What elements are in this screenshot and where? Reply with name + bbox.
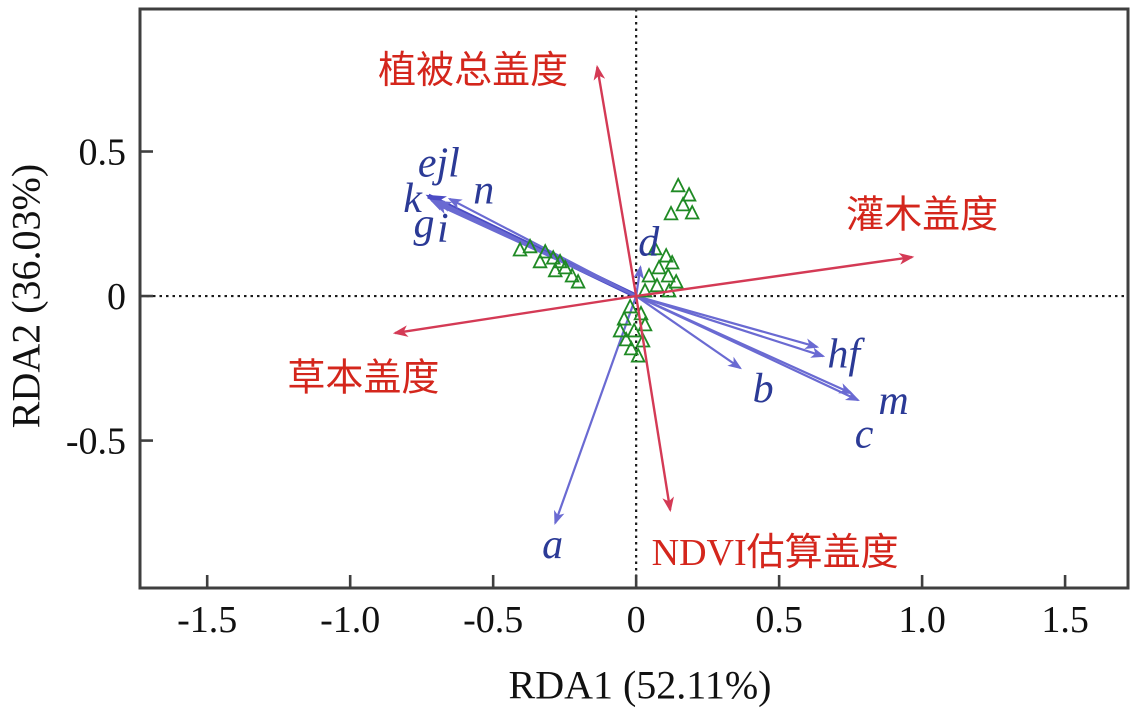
env-arrow (593, 64, 638, 297)
x-tick-label: -0.5 (463, 599, 523, 641)
species-arrow-label: k (403, 176, 423, 222)
env-arrow-label: 植被总盖度 (378, 50, 568, 92)
sample-point (616, 310, 632, 326)
sample-point (658, 247, 674, 263)
species-arrow-label: m (878, 378, 908, 424)
species-arrow-label: g (413, 201, 434, 247)
species-arrow (437, 200, 637, 298)
species-arrow (635, 294, 826, 358)
x-tick-label: -1.0 (320, 599, 380, 641)
sample-point (512, 241, 528, 257)
sample-point (564, 267, 580, 283)
sample-point (557, 259, 573, 275)
species-arrow (635, 295, 860, 402)
plot-frame (138, 7, 1130, 590)
species-arrow-label: i (437, 206, 449, 252)
env-arrow (635, 253, 915, 298)
x-tick-label: 0 (627, 599, 646, 641)
species-arrow (635, 295, 742, 370)
sample-point (637, 315, 653, 332)
sample-point (637, 282, 653, 298)
sample-point (570, 273, 586, 289)
y-tick-label: 0.5 (79, 132, 127, 174)
env-arrow-label: NDVI估算盖度 (652, 532, 899, 574)
species-arrow (635, 294, 820, 349)
sample-point (641, 267, 657, 283)
sample-point (545, 249, 561, 265)
species-arrow-label: hf (827, 331, 865, 377)
sample-point (684, 204, 700, 220)
sample-point (630, 347, 646, 363)
sample-point (664, 254, 680, 270)
sample-point (651, 259, 667, 275)
sample-point (668, 273, 684, 289)
species-arrow-label: c (855, 411, 874, 457)
sample-point (547, 261, 563, 278)
sample-point (618, 330, 634, 347)
sample-point (532, 252, 548, 269)
sample-point (649, 276, 665, 293)
x-tick-label: -1.5 (177, 599, 237, 641)
y-axis-title: RDA2 (36.03%) (3, 163, 49, 429)
sample-point (663, 204, 679, 221)
sample-point (537, 243, 553, 259)
species-arrow (447, 197, 637, 298)
sample-point (681, 186, 697, 202)
sample-point (675, 196, 691, 212)
env-arrow (392, 294, 637, 337)
x-tick-label: 1.5 (1041, 599, 1089, 641)
sample-point (670, 176, 686, 193)
species-arrow-label: b (753, 366, 774, 412)
sample-point (626, 322, 642, 338)
species-arrow (633, 265, 645, 297)
sample-point (623, 339, 640, 356)
y-tick-label: 0 (107, 276, 126, 318)
species-arrow-label: d (638, 220, 660, 266)
env-arrow-label: 草本盖度 (287, 358, 439, 400)
env-arrow-label: 灌木盖度 (846, 195, 998, 237)
species-arrow (554, 295, 638, 525)
sample-point (612, 322, 628, 338)
species-arrow-label: ejl (418, 140, 460, 186)
env-arrow (634, 295, 674, 513)
sample-point (522, 237, 538, 254)
x-axis-title: RDA1 (52.11%) (508, 662, 772, 708)
species-arrow-label: a (542, 522, 563, 568)
species-arrow-label: n (473, 168, 494, 214)
sample-point (622, 298, 638, 314)
x-tick-label: 1.0 (898, 599, 946, 641)
x-tick-label: 0.5 (755, 599, 803, 641)
sample-point (647, 239, 663, 256)
sample-point (552, 252, 568, 269)
y-tick-label: -0.5 (66, 421, 126, 463)
sample-point (660, 267, 676, 283)
